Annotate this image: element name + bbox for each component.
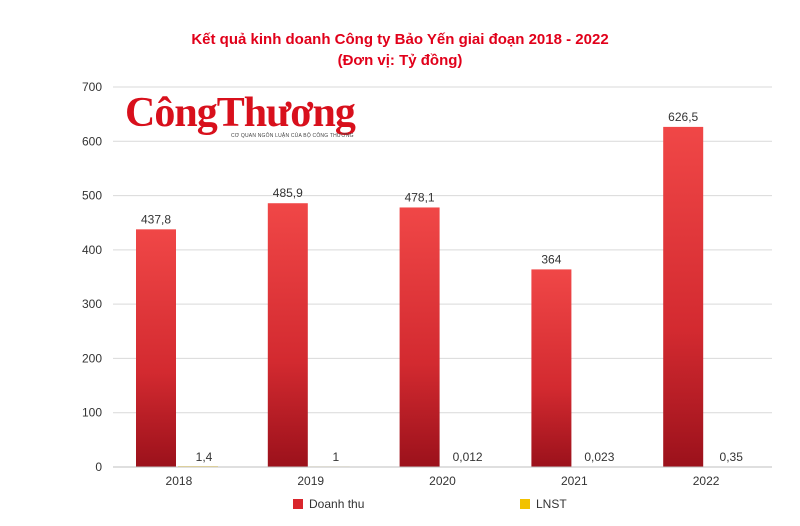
data-label-doanh-thu-2020: 478,1 [405, 190, 435, 204]
y-tick-label: 400 [82, 243, 102, 257]
legend-swatch-doanh-thu [293, 499, 303, 509]
legend-item-doanh-thu: Doanh thu [293, 497, 364, 511]
x-tick-label: 2019 [297, 474, 324, 488]
grid-lines [113, 86, 772, 468]
bar-doanh-thu-2018 [136, 229, 176, 467]
data-label-lnst-2019: 1 [332, 450, 339, 464]
y-tick-label: 500 [82, 189, 102, 203]
x-tick-label: 2018 [166, 474, 193, 488]
y-tick-label: 200 [82, 351, 102, 365]
logo-tagline: CƠ QUAN NGÔN LUẬN CỦA BỘ CÔNG THƯƠNG [231, 133, 354, 139]
y-axis: 0 100 200 300 400 500 600 700 [82, 80, 102, 474]
legend-item-lnst: LNST [520, 497, 567, 511]
chart-title: Kết quả kinh doanh Công ty Bảo Yến giai … [191, 31, 609, 48]
data-label-doanh-thu-2018: 437,8 [141, 212, 171, 226]
logo-wordmark: CôngThương [125, 90, 356, 136]
data-label-doanh-thu-2021: 364 [541, 252, 561, 266]
x-tick-label: 2020 [429, 474, 456, 488]
data-label-doanh-thu-2019: 485,9 [273, 186, 303, 200]
x-axis: 2018 2019 2020 2021 2022 [113, 466, 772, 488]
y-tick-label: 0 [95, 460, 102, 474]
legend-label-doanh-thu: Doanh thu [309, 497, 365, 511]
chart-subtitle: (Đơn vị: Tỷ đồng) [337, 52, 463, 69]
legend-swatch-lnst [520, 499, 530, 509]
bar-doanh-thu-2020 [399, 207, 440, 467]
bar-doanh-thu-2021 [531, 269, 572, 467]
bar-doanh-thu-2022 [663, 126, 704, 468]
legend-label-lnst: LNST [536, 497, 567, 511]
data-label-lnst-2022: 0,35 [720, 450, 744, 464]
data-label-lnst-2021: 0,023 [584, 450, 614, 464]
bar-doanh-thu-2019 [267, 203, 308, 467]
congthuong-logo: CôngThương CƠ QUAN NGÔN LUẬN CỦA BỘ CÔNG… [125, 92, 365, 144]
x-tick-label: 2021 [561, 474, 588, 488]
y-tick-label: 700 [82, 80, 102, 94]
data-label-doanh-thu-2022: 626,5 [668, 110, 698, 124]
y-tick-label: 600 [82, 134, 102, 148]
data-label-lnst-2018: 1,4 [196, 450, 213, 464]
y-tick-label: 300 [82, 297, 102, 311]
bars: 437,8 1,4 485,9 1 478,1 0,012 364 0,023 626,5 0,3… [136, 110, 746, 468]
y-tick-label: 100 [82, 406, 102, 420]
data-label-lnst-2020: 0,012 [453, 450, 483, 464]
x-tick-label: 2022 [693, 474, 720, 488]
